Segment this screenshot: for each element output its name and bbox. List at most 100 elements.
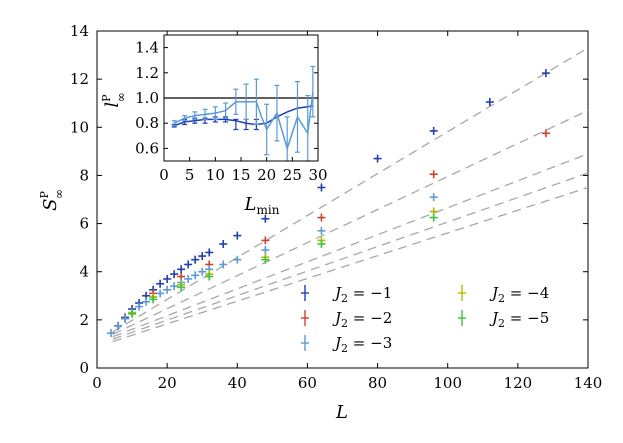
fit-line xyxy=(112,109,589,335)
data-point xyxy=(205,248,214,257)
main-y-tick-label: 12 xyxy=(70,70,89,88)
legend-label-sub: 2 xyxy=(498,317,505,330)
legend-entry-j2-minus-4: J2 = −4 xyxy=(458,284,549,305)
inset-error-bar xyxy=(233,118,239,131)
inset-x-tick-label: 0 xyxy=(159,166,169,184)
data-point xyxy=(198,252,207,261)
inset-x-axis-title: Lmin xyxy=(244,194,280,217)
data-point xyxy=(429,126,438,135)
inset-error-bar xyxy=(264,103,270,156)
inset-error-bar xyxy=(294,81,300,153)
data-point xyxy=(317,226,326,235)
inset-x-tick-label: 25 xyxy=(283,166,302,184)
inset-error-bar xyxy=(212,106,218,121)
fit-line xyxy=(112,172,589,340)
legend-label-base: J xyxy=(332,284,342,302)
inset-error-bar xyxy=(243,83,249,121)
inset-x-tick-label: 10 xyxy=(206,166,225,184)
inset-y-tick-label: 0.6 xyxy=(135,139,159,157)
inset-y-tick-label: 1.4 xyxy=(135,39,159,57)
data-point xyxy=(429,193,438,202)
legend-entry-j2-minus-3: J2 = −3 xyxy=(301,334,392,355)
legend-label-sub: 2 xyxy=(498,292,505,305)
inset-error-bar xyxy=(274,84,280,142)
main-x-tick-label: 60 xyxy=(298,374,317,392)
legend-label-value: = −4 xyxy=(505,284,549,302)
data-point xyxy=(261,236,270,245)
data-point xyxy=(373,154,382,163)
inset-y-axis-title: lP∞ xyxy=(100,92,128,107)
data-point xyxy=(429,170,438,179)
data-point xyxy=(541,69,550,78)
legend-label-sub: 2 xyxy=(341,342,348,355)
main-y-tick-label: 8 xyxy=(79,166,89,184)
main-x-tick-label: 0 xyxy=(92,374,102,392)
data-point xyxy=(205,272,214,281)
legend-label-base: J xyxy=(489,284,499,302)
data-point xyxy=(149,295,158,304)
main-y-tick-label: 6 xyxy=(79,215,89,233)
legend-label-value: = −2 xyxy=(348,309,392,327)
legend-label-sub: 2 xyxy=(341,292,348,305)
data-point xyxy=(121,314,130,323)
legend-label: J2 = −2 xyxy=(332,309,392,330)
data-point xyxy=(317,183,326,192)
inset-error-bar xyxy=(202,108,208,121)
inset-plot: 0 5 10 15 20 25 30 0.6 0.8 1.0 1.2 1.4 Lmin lP∞ xyxy=(100,34,328,217)
main-fit-lines xyxy=(112,47,589,343)
main-x-tick-label: 140 xyxy=(574,374,603,392)
main-plot-frame xyxy=(96,30,589,369)
inset-error-bar xyxy=(233,88,239,115)
legend-label: J2 = −4 xyxy=(489,284,549,305)
data-point xyxy=(163,285,172,294)
inset-error-bar xyxy=(223,102,229,119)
data-point xyxy=(170,270,179,279)
legend-label-sub: 2 xyxy=(341,317,348,330)
inset-y-tick-label: 0.8 xyxy=(135,114,159,132)
data-point xyxy=(233,231,242,240)
data-point xyxy=(107,329,116,338)
main-x-tick-label: 20 xyxy=(158,374,177,392)
legend-label-base: J xyxy=(332,334,342,352)
data-point xyxy=(128,309,137,318)
data-point xyxy=(177,265,186,274)
data-point xyxy=(135,302,144,311)
inset-y-axis-title-base: l xyxy=(102,102,123,108)
legend-entry-j2-minus-1: J2 = −1 xyxy=(301,284,392,305)
data-point xyxy=(191,255,200,264)
inset-x-axis-title-sub: min xyxy=(257,203,280,217)
main-y-axis-title: SP∞ xyxy=(38,189,66,211)
data-point xyxy=(114,321,123,330)
data-point xyxy=(485,98,494,107)
data-point xyxy=(184,274,193,283)
data-point xyxy=(142,297,151,306)
data-point xyxy=(429,213,438,222)
legend-entry-j2-minus-5: J2 = −5 xyxy=(458,309,549,330)
main-y-axis-title-sup: P xyxy=(38,191,51,199)
data-point xyxy=(156,289,165,298)
inset-x-axis-title-base: L xyxy=(244,194,257,215)
fit-line xyxy=(112,47,589,333)
inset-error-bar xyxy=(310,65,316,118)
data-point xyxy=(233,255,242,264)
inset-x-tick-label: 30 xyxy=(308,166,327,184)
main-x-tick-label: 100 xyxy=(433,374,462,392)
data-point xyxy=(261,214,270,223)
legend-label-value: = −1 xyxy=(348,284,392,302)
legend-label-value: = −3 xyxy=(348,334,392,352)
legend-label: J2 = −5 xyxy=(489,309,549,330)
inset-error-bar xyxy=(182,115,188,122)
main-x-tick-label: 80 xyxy=(368,374,387,392)
inset-x-tick-label: 5 xyxy=(185,166,195,184)
inset-y-tick-label: 1.2 xyxy=(135,64,159,82)
main-y-tick-label: 2 xyxy=(79,311,89,329)
legend: J2 = −1 J2 = −2 J2 = −3 J2 = −4 J2 = −5 xyxy=(301,284,549,355)
data-point xyxy=(191,271,200,280)
inset-y-axis-title-sup: P xyxy=(100,94,113,102)
data-point xyxy=(261,255,270,264)
inset-y-tick-label: 1.0 xyxy=(135,89,159,107)
inset-y-axis-title-sub: ∞ xyxy=(114,92,128,102)
main-y-axis-title-base: S xyxy=(40,199,61,211)
